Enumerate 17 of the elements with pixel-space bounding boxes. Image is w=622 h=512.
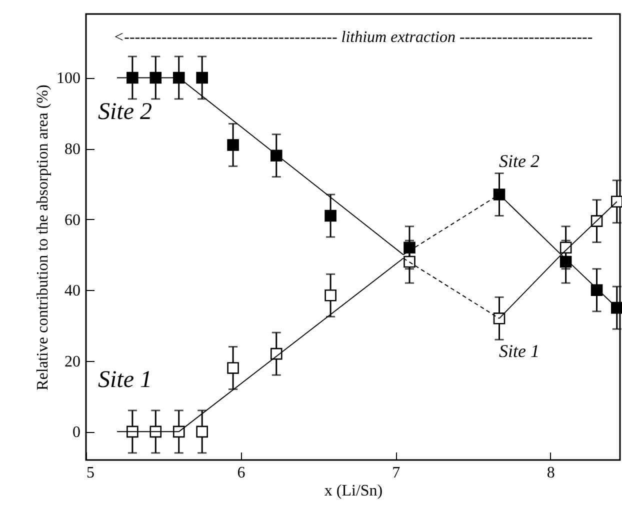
y-tick-label: 80 bbox=[64, 141, 80, 158]
x-axis-title: x (Li/Sn) bbox=[324, 482, 383, 500]
annotation: Site 1 bbox=[499, 341, 540, 361]
y-tick-label: 40 bbox=[64, 282, 80, 300]
annotation: <---------------------------------------- lithium extraction ------------------------- bbox=[113, 29, 593, 46]
y-tick-label: 20 bbox=[64, 353, 80, 370]
y-tick-label: 100 bbox=[56, 70, 80, 88]
x-tick-label: 6 bbox=[237, 464, 246, 482]
annotation: Site 2 bbox=[98, 99, 152, 125]
annotation: Site 1 bbox=[98, 367, 152, 393]
y-axis-title: Relative contribution to the absorption area (%) bbox=[34, 84, 52, 390]
x-tick-label: 8 bbox=[546, 464, 555, 482]
annotation: Site 2 bbox=[499, 151, 540, 171]
x-tick-label: 7 bbox=[392, 464, 400, 482]
y-tick-label: 0 bbox=[72, 424, 80, 442]
y-tick-label: 60 bbox=[64, 212, 80, 229]
x-tick-label: 5 bbox=[86, 464, 94, 482]
